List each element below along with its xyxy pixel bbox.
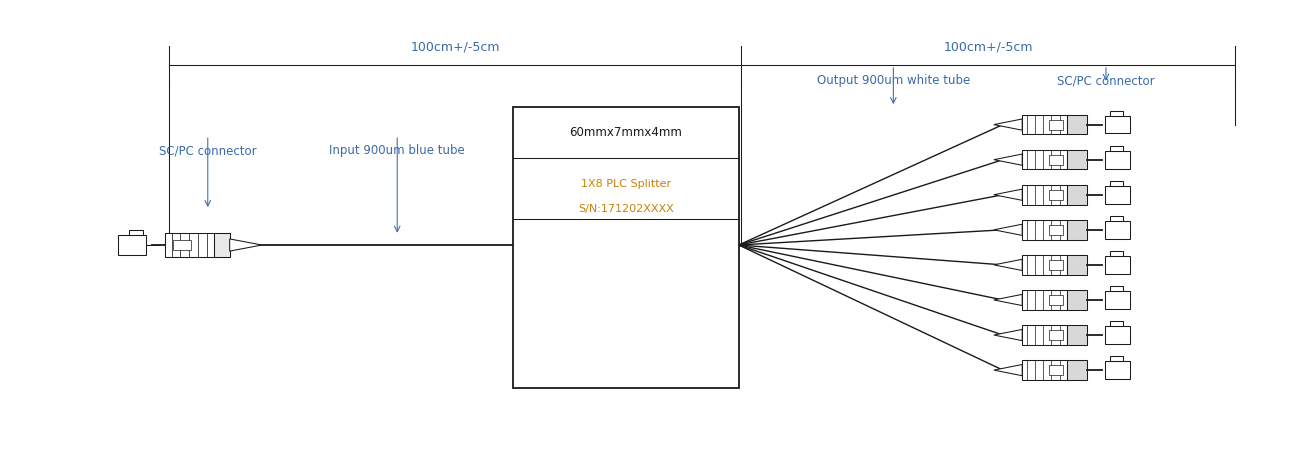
Text: Input 900um blue tube: Input 900um blue tube <box>329 145 466 158</box>
Bar <box>1022 185 1067 205</box>
Bar <box>1049 119 1064 129</box>
Bar <box>1105 291 1131 309</box>
Bar <box>1067 185 1087 205</box>
Bar <box>1049 295 1064 305</box>
Text: 100cm+/-5cm: 100cm+/-5cm <box>943 40 1032 53</box>
Text: 1X8 PLC Splitter: 1X8 PLC Splitter <box>581 179 671 189</box>
Bar <box>1110 111 1123 116</box>
Bar <box>1049 260 1064 270</box>
Bar <box>173 239 191 250</box>
Bar <box>1105 326 1131 344</box>
Bar <box>1067 220 1087 239</box>
Text: Output 900um white tube: Output 900um white tube <box>817 74 970 87</box>
Bar <box>1110 251 1123 256</box>
Bar <box>1105 116 1131 133</box>
Bar <box>1067 325 1087 345</box>
Bar <box>1105 151 1131 169</box>
Polygon shape <box>994 224 1022 236</box>
Text: 100cm+/-5cm: 100cm+/-5cm <box>410 40 499 53</box>
Bar <box>214 233 230 257</box>
Polygon shape <box>994 189 1022 200</box>
Polygon shape <box>994 119 1022 130</box>
Bar <box>1022 360 1067 380</box>
Bar <box>514 107 739 387</box>
Bar <box>1022 290 1067 310</box>
Bar <box>1022 115 1067 134</box>
Bar <box>1067 290 1087 310</box>
Bar <box>1110 146 1123 151</box>
Bar <box>1110 286 1123 291</box>
Text: SC/PC connector: SC/PC connector <box>1057 74 1154 87</box>
Bar <box>1049 225 1064 235</box>
Bar <box>1105 221 1131 238</box>
Text: SC/PC connector: SC/PC connector <box>160 145 257 158</box>
Bar <box>1022 220 1067 239</box>
Text: S/N:171202XXXX: S/N:171202XXXX <box>578 205 674 215</box>
Bar <box>1067 360 1087 380</box>
Bar <box>128 230 143 235</box>
Bar <box>1105 256 1131 274</box>
Bar <box>1067 255 1087 275</box>
Polygon shape <box>994 294 1022 306</box>
Polygon shape <box>994 329 1022 341</box>
Bar <box>1110 356 1123 361</box>
Bar <box>1067 150 1087 169</box>
Bar <box>1049 190 1064 199</box>
Text: 60mmx7mmx4mm: 60mmx7mmx4mm <box>569 126 682 139</box>
Bar <box>1049 330 1064 340</box>
Bar <box>1110 181 1123 186</box>
Bar <box>1049 155 1064 165</box>
Bar <box>1110 216 1123 221</box>
Bar <box>1022 325 1067 345</box>
Bar <box>165 233 214 257</box>
Bar <box>1049 365 1064 375</box>
Polygon shape <box>230 239 262 251</box>
Bar <box>1105 186 1131 204</box>
Polygon shape <box>994 259 1022 270</box>
Bar <box>1105 361 1131 379</box>
Polygon shape <box>994 154 1022 165</box>
Bar <box>1067 115 1087 134</box>
Bar <box>1022 255 1067 275</box>
Bar <box>118 235 147 255</box>
Bar <box>1110 321 1123 326</box>
Polygon shape <box>994 365 1022 376</box>
Bar <box>1022 150 1067 169</box>
